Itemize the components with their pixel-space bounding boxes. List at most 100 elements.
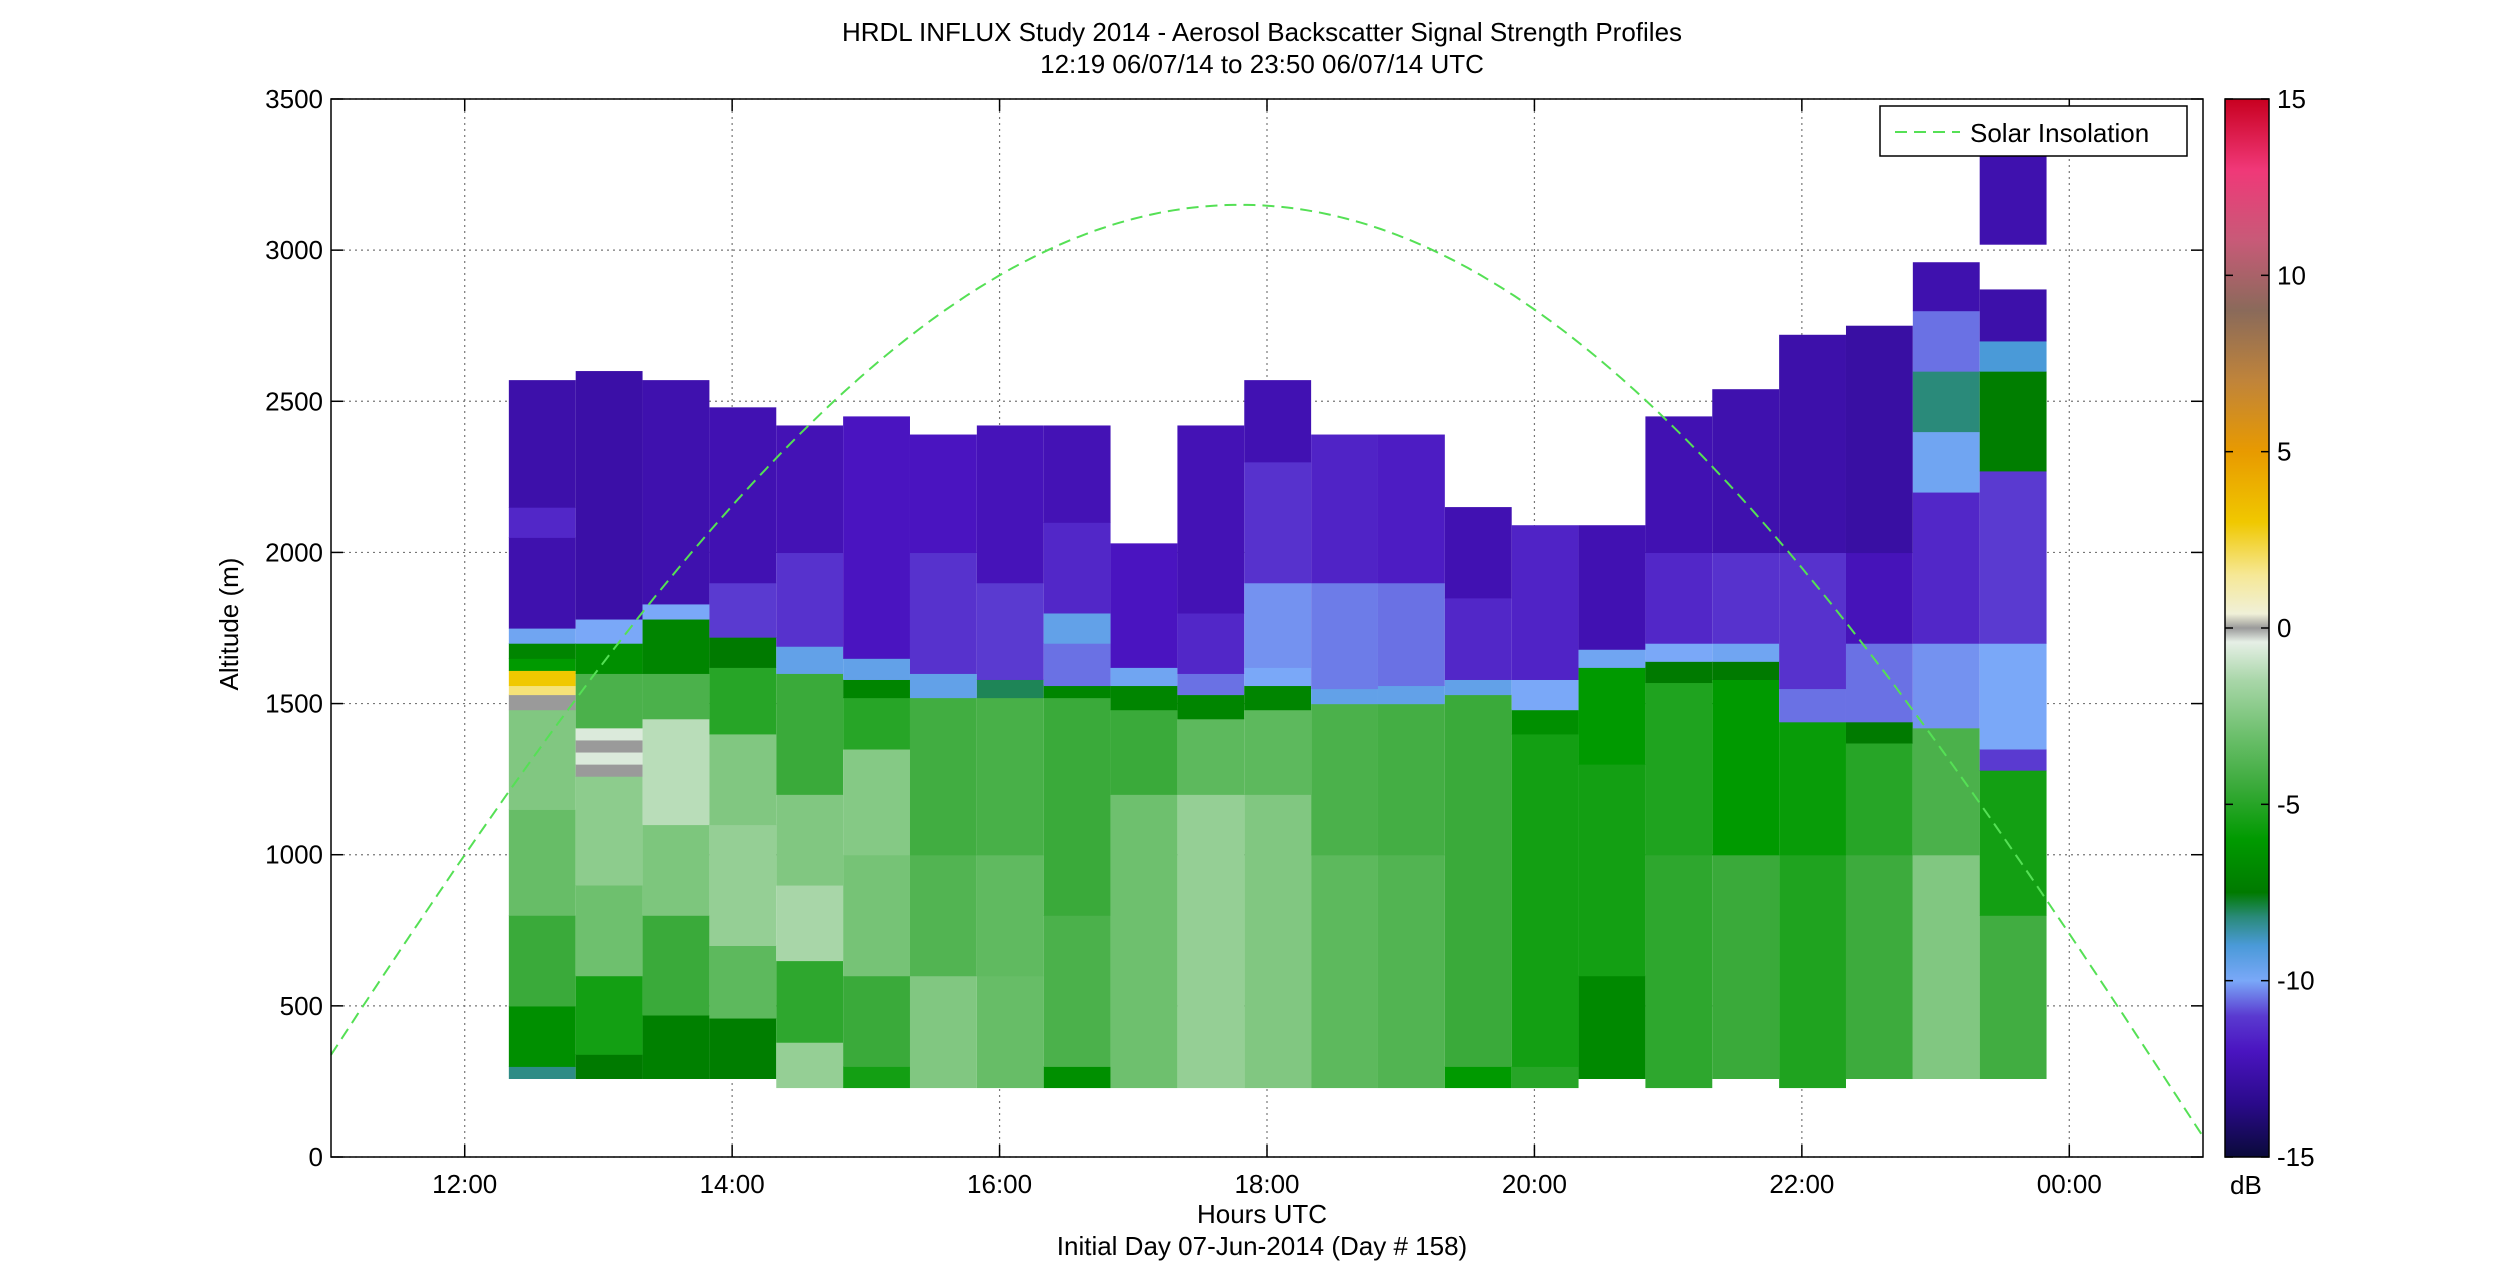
profile-cell — [1444, 1066, 1512, 1089]
profile-cell — [1979, 153, 2047, 245]
profile-cell — [843, 854, 910, 977]
profile-cell — [1645, 552, 1713, 644]
profile-cell — [1177, 612, 1245, 674]
profile-cell — [1244, 380, 1312, 463]
profile-cell — [776, 673, 844, 795]
profile-cell — [1845, 643, 1913, 723]
profile-cell — [1110, 709, 1178, 795]
profile-cell — [1645, 661, 1713, 684]
x-tick-label: 18:00 — [1234, 1169, 1299, 1199]
profile-cell — [1043, 643, 1111, 687]
profile-column — [976, 425, 1044, 1089]
profile-column — [843, 416, 910, 1089]
profile-cell — [976, 975, 1044, 1089]
legend-box — [1879, 105, 2188, 157]
profile-cell — [1912, 262, 1980, 312]
profile-cell — [843, 975, 910, 1067]
profile-cell — [1845, 721, 1913, 744]
profile-cell — [642, 718, 710, 826]
profile-cell — [1311, 703, 1378, 856]
profile-cell — [1444, 597, 1512, 680]
profile-cell — [1779, 334, 1846, 554]
profile-cell — [776, 552, 844, 647]
profile-cell — [1177, 718, 1245, 795]
profile-cell — [1578, 525, 1646, 650]
profile-cell — [709, 945, 777, 1019]
profile-cell — [1177, 425, 1245, 614]
profile-column — [1043, 425, 1111, 1089]
profile-column — [1912, 262, 1980, 1080]
profile-cell — [843, 748, 910, 856]
profile-cell — [1979, 643, 2047, 750]
profile-cell — [1912, 727, 1980, 856]
profile-cell — [642, 1014, 710, 1080]
y-tick-label: 0 — [309, 1142, 323, 1172]
profile-cell — [1979, 915, 2047, 1080]
profile-cell — [1912, 431, 1980, 493]
x-tick-label: 14:00 — [700, 1169, 765, 1199]
profile-cell — [1244, 582, 1312, 668]
profile-column — [1244, 380, 1312, 1089]
chart-title: HRDL INFLUX Study 2014 - Aerosol Backsca… — [842, 17, 1682, 47]
profile-cell — [1177, 694, 1245, 720]
profile-cell — [575, 776, 643, 886]
profile-column — [1444, 507, 1512, 1089]
legend: Solar Insolation — [1879, 105, 2188, 157]
profile-column — [1511, 525, 1579, 1089]
profile-cell — [1712, 552, 1780, 644]
profile-cell — [709, 637, 777, 668]
profile-cell — [1712, 643, 1780, 662]
profile-cell — [508, 1005, 576, 1067]
solar-insolation-curve — [330, 203, 2204, 1138]
solar-curve-layer — [330, 203, 2204, 1138]
profile-cell — [1845, 854, 1913, 1080]
profile-cell — [1244, 685, 1312, 711]
profile-cell — [1979, 340, 2047, 372]
profile-cell — [508, 709, 576, 810]
profile-cell — [709, 733, 777, 826]
profile-cell — [1043, 685, 1111, 699]
profile-cell — [1043, 612, 1111, 644]
profile-cell — [575, 751, 643, 765]
profile-cell — [1912, 643, 1980, 729]
profile-cell — [575, 739, 643, 753]
profile-cell — [709, 667, 777, 735]
profile-cell — [1377, 434, 1445, 584]
profile-cell — [508, 507, 576, 538]
profile-cell — [1779, 721, 1846, 856]
profile-cell — [1979, 770, 2047, 916]
profile-cell — [1311, 582, 1378, 690]
profile-cell — [1712, 661, 1780, 680]
profile-column — [909, 434, 977, 1089]
profile-cell — [1779, 688, 1846, 723]
profile-cell — [508, 380, 576, 508]
profile-column — [1110, 543, 1178, 1089]
profile-cell — [1979, 371, 2047, 472]
profile-cell — [642, 603, 710, 620]
profile-cell — [776, 794, 844, 886]
profile-cell — [1979, 748, 2047, 771]
colorbar-tick-label: 10 — [2277, 260, 2306, 290]
profile-column — [1377, 434, 1445, 1089]
profile-cell — [1645, 854, 1713, 1089]
profile-cell — [1912, 854, 1980, 1080]
profile-cell — [508, 694, 576, 711]
profile-cell — [1110, 685, 1178, 711]
profile-cell — [508, 537, 576, 629]
legend-label: Solar Insolation — [1970, 118, 2149, 148]
profile-cell — [976, 582, 1044, 680]
profile-cell — [776, 960, 844, 1043]
profile-cell — [575, 643, 643, 674]
profile-cell — [642, 673, 710, 720]
profile-cell — [575, 673, 643, 729]
profile-cell — [909, 434, 977, 554]
profile-cell — [508, 809, 576, 916]
profile-cell — [575, 764, 643, 777]
y-axis-label: Altitude (m) — [214, 558, 244, 691]
profile-column — [776, 425, 844, 1089]
profile-column — [1979, 289, 2047, 1080]
profile-cell — [1912, 310, 1980, 372]
colorbar-tick-label: -10 — [2277, 966, 2315, 996]
profile-cell — [1444, 679, 1512, 696]
